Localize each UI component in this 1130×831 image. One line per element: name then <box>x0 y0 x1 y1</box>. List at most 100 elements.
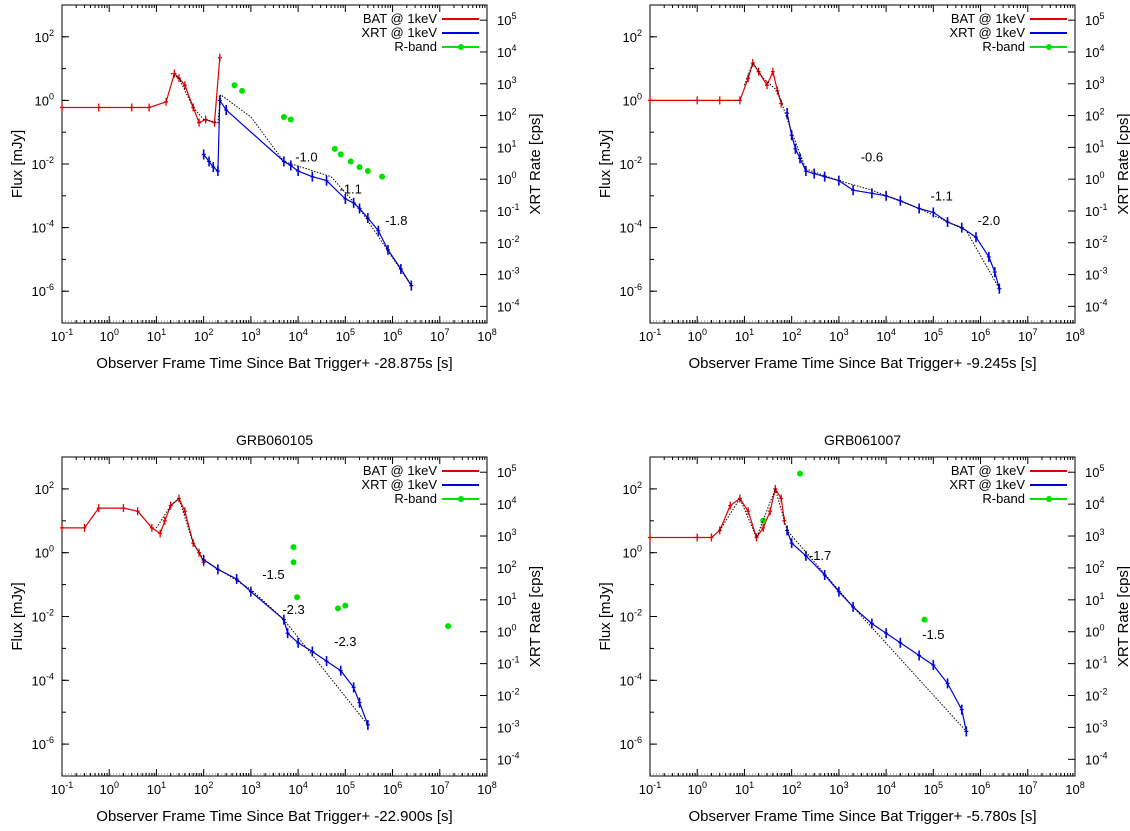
x-tick-label: 108 <box>1065 327 1084 344</box>
x-tick-label: 101 <box>147 780 166 797</box>
y2-tick-label: 10-1 <box>1085 202 1107 219</box>
y2-tick-label: 10-4 <box>497 297 519 314</box>
chart-panel-4: 10-1 100 101 102 103 104 105 106 107 108 10-6 10-4 1… <box>597 432 1130 825</box>
xrt-series-line <box>203 98 412 286</box>
y-tick-label: 10-6 <box>32 735 54 752</box>
x-tick-label: 100 <box>687 780 706 797</box>
x-tick-label: 103 <box>241 780 260 797</box>
bat-series-line <box>650 61 782 104</box>
x-axis-title: Observer Frame Time Since Bat Trigger+ -… <box>688 808 1036 825</box>
y2-tick-label: 101 <box>1085 591 1104 608</box>
y2-tick-label: 10-3 <box>497 718 519 735</box>
legend-label: R-band <box>394 39 437 54</box>
y-tick-label: 100 <box>35 544 54 561</box>
legend-marker <box>458 496 464 502</box>
y2-tick-label: 102 <box>1085 559 1104 576</box>
y-tick-label: 100 <box>623 91 642 108</box>
x-tick-label: 102 <box>194 327 213 344</box>
legend-label: BAT @ 1keV <box>951 11 1025 26</box>
x-tick-label: 10-1 <box>639 780 661 797</box>
x-tick-label: 108 <box>1065 780 1084 797</box>
x-tick-label: 107 <box>430 327 449 344</box>
x-tick-label: 107 <box>430 780 449 797</box>
legend-label: XRT @ 1keV <box>361 477 437 492</box>
x-tick-label: 104 <box>288 327 307 344</box>
rband-point <box>760 517 767 524</box>
slope-annotation: -1.5 <box>922 627 944 642</box>
x-tick-label: 105 <box>924 780 943 797</box>
y-axis-title: Flux [mJy] <box>597 130 614 198</box>
slope-annotation: -2.0 <box>978 213 1000 228</box>
x-tick-label: 107 <box>1018 780 1037 797</box>
rband-point <box>231 82 238 89</box>
bat-series-line <box>62 497 205 563</box>
y2-tick-label: 101 <box>1085 138 1104 155</box>
rband-point <box>290 559 297 566</box>
x-tick-label: 102 <box>782 327 801 344</box>
x-tick-label: 103 <box>829 780 848 797</box>
y-tick-label: 10-4 <box>32 671 54 688</box>
y2-tick-label: 103 <box>1085 527 1104 544</box>
x-tick-label: 10-1 <box>51 327 73 344</box>
y2-tick-label: 103 <box>497 75 516 92</box>
y-tick-label: 100 <box>35 91 54 108</box>
y2-tick-label: 102 <box>497 107 516 124</box>
legend-label: BAT @ 1keV <box>951 463 1025 478</box>
y2-tick-label: 100 <box>1085 623 1104 640</box>
x-tick-label: 106 <box>383 327 402 344</box>
x-tick-label: 107 <box>1018 327 1037 344</box>
x-tick-label: 106 <box>971 327 990 344</box>
legend-label: XRT @ 1keV <box>949 25 1025 40</box>
x-tick-label: 104 <box>876 780 895 797</box>
slope-annotation: -1.7 <box>809 548 831 563</box>
legend-marker <box>1046 44 1052 50</box>
y2-tick-label: 10-4 <box>1085 750 1107 767</box>
x-tick-label: 101 <box>735 780 754 797</box>
y-tick-label: 10-2 <box>32 608 54 625</box>
rband-point <box>335 605 342 612</box>
y2-tick-label: 103 <box>1085 75 1104 92</box>
y-axis-title: Flux [mJy] <box>9 130 26 198</box>
legend-label: R-band <box>982 491 1025 506</box>
rband-point <box>921 616 928 623</box>
panel-title: GRB061007 <box>824 432 901 448</box>
y2-tick-label: 104 <box>497 43 516 60</box>
slope-annotation: -1.8 <box>385 213 407 228</box>
y2-tick-label: 100 <box>497 170 516 187</box>
y-tick-label: 10-6 <box>620 735 642 752</box>
model-fit-line <box>170 73 412 286</box>
rband-point <box>347 158 354 165</box>
chart-panel-3: 10-1 100 101 102 103 104 105 106 107 108 10-6 10-4 1… <box>9 432 544 825</box>
y-tick-label: 102 <box>623 480 642 497</box>
rband-point <box>356 164 363 171</box>
model-fit-line <box>155 497 369 726</box>
y2-tick-label: 104 <box>497 495 516 512</box>
y-tick-label: 10-2 <box>620 155 642 172</box>
x-tick-label: 100 <box>99 780 118 797</box>
panel-title: GRB060105 <box>236 432 313 448</box>
rband-point <box>280 114 287 121</box>
rband-point <box>342 602 349 609</box>
legend-label: R-band <box>394 491 437 506</box>
x-tick-label: 103 <box>829 327 848 344</box>
x-tick-label: 10-1 <box>639 327 661 344</box>
y2-tick-label: 10-1 <box>497 202 519 219</box>
rband-point <box>287 116 294 123</box>
x-tick-label: 104 <box>876 327 895 344</box>
model-fit-line <box>719 487 967 732</box>
rband-point <box>364 168 371 175</box>
x-tick-label: 103 <box>241 327 260 344</box>
bat-series-line <box>650 487 785 539</box>
slope-annotation: -1.0 <box>295 149 317 164</box>
y2-axis-title: XRT Rate [cps] <box>1115 113 1130 214</box>
xrt-series-line <box>203 559 369 726</box>
legend-label: XRT @ 1keV <box>949 477 1025 492</box>
y-tick-label: 10-2 <box>620 608 642 625</box>
rband-point <box>294 594 301 601</box>
x-axis-title: Observer Frame Time Since Bat Trigger+ -… <box>96 355 452 372</box>
rband-point <box>290 544 297 551</box>
y2-axis-title: XRT Rate [cps] <box>527 566 544 667</box>
